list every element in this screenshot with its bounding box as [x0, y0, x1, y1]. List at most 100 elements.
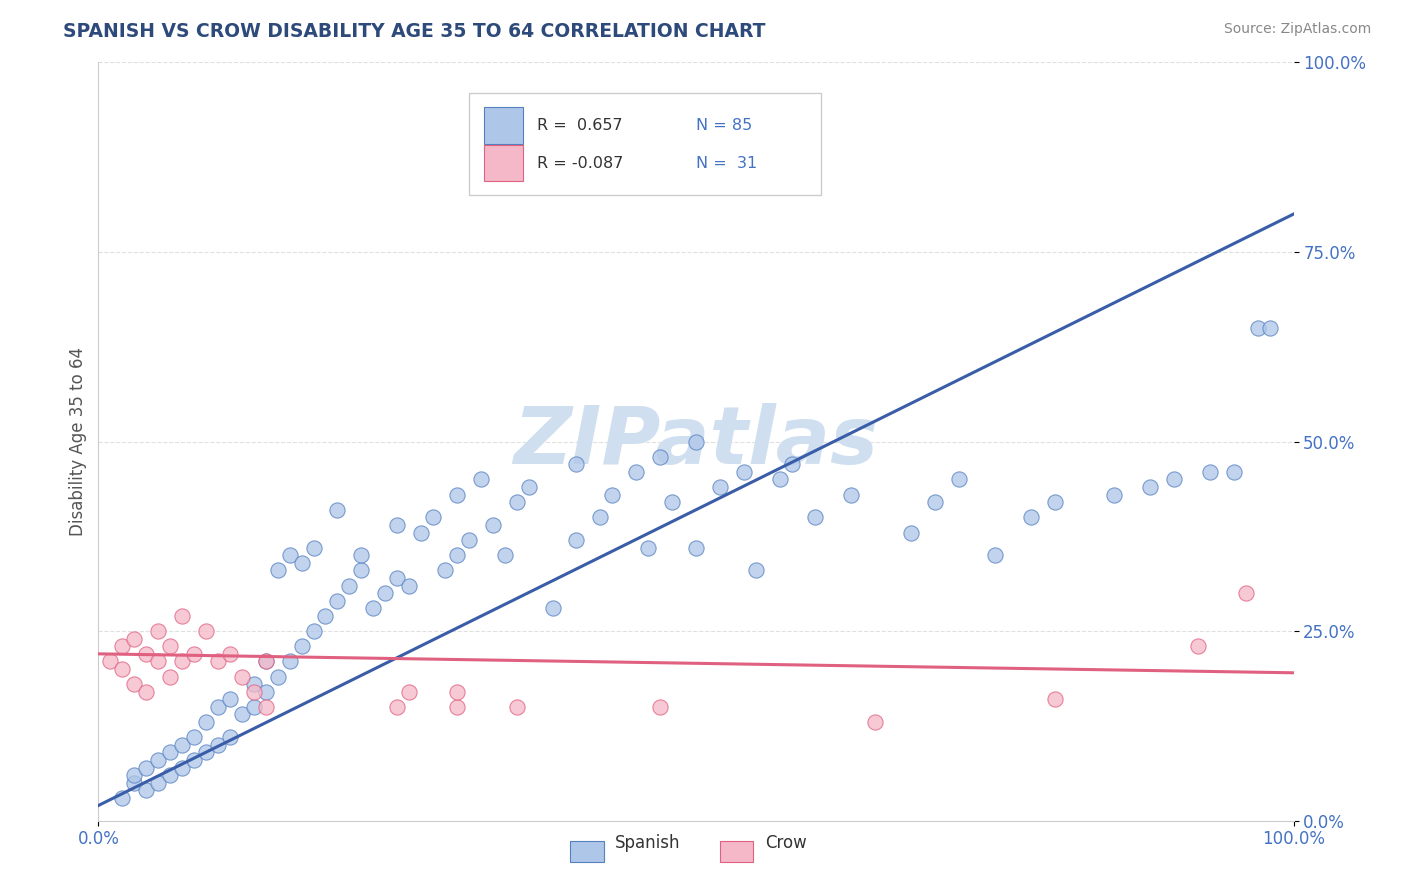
Point	[135, 647, 157, 661]
Point	[589, 510, 612, 524]
Point	[422, 510, 444, 524]
Point	[481, 517, 505, 532]
Point	[948, 473, 970, 487]
Point	[172, 738, 194, 752]
Point	[124, 776, 146, 790]
Point	[254, 655, 277, 669]
Point	[494, 548, 516, 563]
Point	[1187, 639, 1209, 653]
Point	[267, 564, 290, 578]
Point	[172, 608, 194, 623]
Point	[434, 564, 457, 578]
Point	[98, 655, 122, 669]
Point	[111, 791, 134, 805]
Point	[243, 699, 266, 714]
Text: SPANISH VS CROW DISABILITY AGE 35 TO 64 CORRELATION CHART: SPANISH VS CROW DISABILITY AGE 35 TO 64 …	[63, 22, 766, 41]
Point	[135, 685, 157, 699]
Point	[446, 548, 468, 563]
Text: R =  0.657: R = 0.657	[537, 118, 623, 133]
Point	[648, 699, 672, 714]
Point	[470, 473, 492, 487]
Text: Crow: Crow	[765, 835, 807, 853]
Point	[207, 738, 229, 752]
Point	[1163, 473, 1185, 487]
Text: Spanish: Spanish	[614, 835, 681, 853]
Point	[1247, 320, 1270, 334]
Point	[1223, 465, 1246, 479]
Point	[124, 632, 146, 646]
Point	[506, 495, 529, 509]
Point	[768, 473, 790, 487]
Point	[183, 753, 205, 767]
Point	[148, 655, 170, 669]
Point	[685, 434, 707, 449]
Bar	[571, 841, 605, 863]
Point	[183, 730, 205, 744]
Point	[602, 487, 624, 501]
Text: Source: ZipAtlas.com: Source: ZipAtlas.com	[1223, 22, 1371, 37]
Text: N = 85: N = 85	[696, 118, 752, 133]
Point	[1019, 510, 1042, 524]
Point	[541, 601, 564, 615]
Point	[231, 707, 253, 722]
Point	[111, 662, 134, 676]
Point	[326, 503, 349, 517]
Text: N =  31: N = 31	[696, 156, 758, 170]
Point	[243, 677, 266, 691]
Point	[159, 639, 181, 653]
Point	[865, 715, 887, 730]
Point	[219, 730, 242, 744]
Point	[278, 655, 301, 669]
Point	[159, 669, 181, 683]
Text: R = -0.087: R = -0.087	[537, 156, 623, 170]
Point	[124, 677, 146, 691]
Point	[804, 510, 827, 524]
Point	[446, 685, 468, 699]
Point	[124, 768, 146, 782]
Point	[111, 639, 134, 653]
Point	[207, 655, 229, 669]
Point	[685, 541, 707, 555]
Point	[1139, 480, 1161, 494]
Point	[195, 746, 218, 760]
Point	[195, 624, 218, 639]
Point	[135, 783, 157, 797]
Point	[254, 655, 277, 669]
Point	[315, 608, 337, 623]
Point	[219, 692, 242, 706]
Point	[339, 579, 361, 593]
Point	[1104, 487, 1126, 501]
Point	[148, 753, 170, 767]
Point	[398, 685, 420, 699]
Point	[446, 487, 468, 501]
Point	[254, 685, 277, 699]
Bar	[485, 107, 523, 144]
Point	[302, 624, 325, 639]
Point	[326, 594, 349, 608]
Point	[385, 571, 409, 585]
Point	[648, 450, 672, 464]
Point	[385, 517, 409, 532]
Point	[565, 533, 588, 548]
Point	[219, 647, 242, 661]
Point	[1258, 320, 1281, 334]
Point	[411, 525, 433, 540]
Point	[1043, 495, 1066, 509]
Point	[661, 495, 683, 509]
Point	[183, 647, 205, 661]
Point	[172, 655, 194, 669]
Point	[506, 699, 529, 714]
Point	[780, 458, 803, 472]
Point	[733, 465, 755, 479]
Point	[924, 495, 946, 509]
Point	[565, 458, 588, 472]
Point	[195, 715, 218, 730]
Point	[984, 548, 1007, 563]
Bar	[720, 841, 754, 863]
Point	[254, 699, 277, 714]
Point	[148, 624, 170, 639]
Point	[172, 760, 194, 774]
Point	[350, 564, 373, 578]
Point	[745, 564, 768, 578]
Point	[350, 548, 373, 563]
